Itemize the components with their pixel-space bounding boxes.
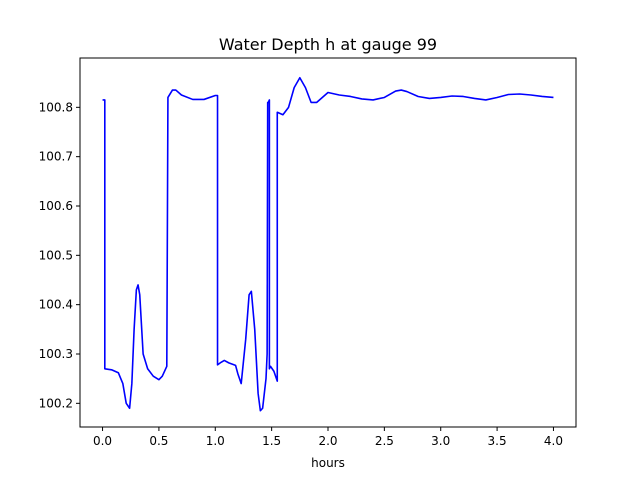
x-tick-label: 4.0 <box>544 434 563 448</box>
x-axis: 0.0 0.5 1.0 1.5 2.0 2.5 3.0 3.5 4.0 <box>93 427 563 448</box>
x-tick-label: 0.0 <box>93 434 112 448</box>
y-tick-label: 100.6 <box>39 199 73 213</box>
x-tick-label: 1.5 <box>262 434 281 448</box>
plot-frame <box>79 57 577 428</box>
chart-title: Water Depth h at gauge 99 <box>219 35 437 54</box>
y-tick-label: 100.3 <box>39 347 73 361</box>
y-tick-label: 100.8 <box>39 100 73 114</box>
x-tick-label: 2.5 <box>375 434 394 448</box>
x-tick-label: 1.0 <box>206 434 225 448</box>
series-layer <box>102 76 554 412</box>
x-tick-label: 3.5 <box>488 434 507 448</box>
y-tick-label: 100.7 <box>39 150 73 164</box>
y-tick-label: 100.2 <box>39 396 73 410</box>
x-tick-label: 2.0 <box>318 434 337 448</box>
x-axis-label: hours <box>311 456 345 470</box>
x-tick-label: 3.0 <box>431 434 450 448</box>
y-axis: 100.2 100.3 100.4 100.5 100.6 100.7 100.8 <box>39 100 80 410</box>
x-tick-label: 0.5 <box>149 434 168 448</box>
series-line-0 <box>102 76 554 412</box>
y-tick-label: 100.4 <box>39 298 73 312</box>
y-tick-label: 100.5 <box>39 248 73 262</box>
